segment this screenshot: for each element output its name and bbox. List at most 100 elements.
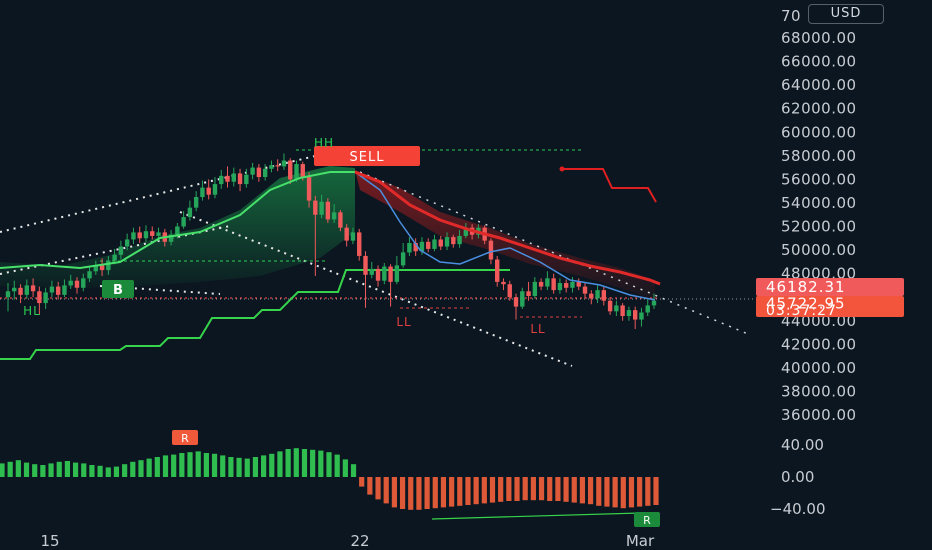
trendline-falling-white [179,211,573,367]
upper-price-text: 46182.31 [766,278,846,296]
osc-tick-label: −40.00 [770,500,826,518]
osc-top-r-badge [172,430,198,445]
oscillator-bar [506,477,512,501]
candle [137,226,142,243]
candle [325,198,331,223]
time-tick-label: Mar [626,532,655,550]
oscillator-bar [187,452,193,477]
candle [338,210,343,232]
current-price-text: 45722.95 [766,295,846,313]
oscillator-bar [481,477,487,504]
oscillator-bar [408,477,414,510]
candle [99,258,105,276]
oscillator-bar [391,477,397,508]
candle [513,293,519,320]
candle [388,264,393,307]
oscillator-bar [138,460,144,477]
candle [538,278,544,291]
oscillator-bar [383,477,389,504]
oscillator-bar [220,455,226,477]
oscillator-bar [122,464,128,477]
oscillator-bar [293,448,299,477]
oscillator-bar [252,457,259,477]
oscillator-bar [350,464,357,477]
candle [106,255,111,275]
candle [12,280,17,300]
candle [200,180,205,201]
price-tick-label: 42000.00 [781,335,857,353]
oscillator-bar [375,477,381,500]
candle [645,298,650,317]
candle [607,297,613,315]
osc-bottom-r-badge [634,512,660,527]
candle [601,286,607,306]
candle [68,274,73,289]
candle [551,273,556,294]
oscillator-bar [342,459,348,477]
oscillator-bar [277,451,283,477]
moving-averages [0,170,661,301]
oscillator-bar [0,463,5,477]
oscillator-bar [97,465,103,477]
candle [563,279,569,293]
price-tick-label: 38000.00 [781,382,857,400]
candle [526,281,531,301]
oscillator-bar [645,477,651,506]
candle [495,255,500,287]
candle [413,238,418,256]
candle [532,277,538,299]
candle [438,235,443,251]
candle [231,167,236,187]
oscillator-bar [514,477,520,501]
candle [219,169,224,189]
candle [43,287,48,309]
time-tick-label: 15 [40,532,59,550]
candle [620,303,625,321]
candle [451,234,456,248]
red-trailing-stop [562,168,657,203]
candle [319,194,324,219]
price-tick-label: 64000.00 [781,76,857,94]
oscillator-bar [596,477,602,506]
candle [262,164,268,181]
time-tick-label: 22 [350,532,369,550]
oscillator-bar [571,477,577,503]
oscillator-bar [211,453,218,477]
oscillator-bar [7,461,13,477]
candle [331,204,337,223]
current-price-tag [756,296,904,317]
candle [407,237,412,256]
candle [344,224,349,247]
oscillator-bar [399,477,406,509]
sell-signal-text: SELL [350,150,385,165]
price-tick-label: 52000.00 [781,218,857,236]
oscillator-bar [72,462,79,477]
candle [457,230,462,248]
oscillator-bar [555,477,561,501]
price-tick-label: 62000.00 [781,100,857,118]
candle [225,166,230,188]
oscillator-bar [162,455,169,477]
oscillator-bar [440,477,447,508]
candle [143,225,149,242]
oscillator-bar [424,477,430,509]
oscillator-bar [612,477,618,508]
oscillator-bar [179,453,185,477]
oscillator-bar [203,453,209,477]
candle [112,248,117,265]
oscillator-bar [489,477,496,503]
oscillator-bar [359,477,365,487]
upper-price-tag [756,278,904,296]
oscillator-histogram [0,448,659,510]
candle [18,284,23,304]
candle [30,278,36,298]
currency-button[interactable]: USD [808,4,884,24]
time-axis: 15 22 Mar [40,532,655,550]
price-axis[interactable]: 70 68000.00 66000.00 64000.00 62000.00 60000.… [781,7,857,424]
oscillator-bar [628,477,635,508]
oscillator-bar [113,466,120,477]
oscillator-bar [15,460,21,477]
oscillator-bar [416,477,422,510]
candle [74,277,80,294]
